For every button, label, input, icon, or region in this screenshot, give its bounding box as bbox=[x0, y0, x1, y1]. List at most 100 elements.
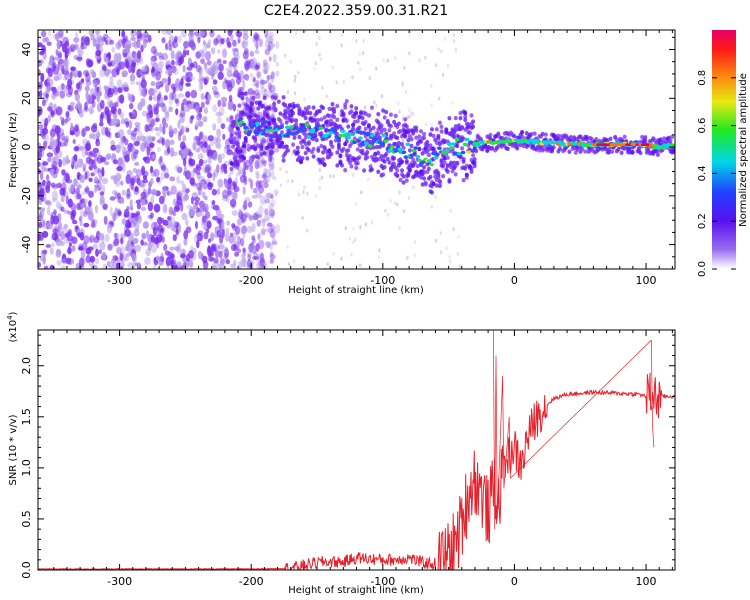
spectrogram-cell bbox=[434, 194, 437, 199]
spectrogram-cell bbox=[379, 130, 384, 135]
spectrogram-cell bbox=[76, 56, 83, 61]
spectrogram-cell bbox=[259, 179, 264, 188]
spectrogram-cell bbox=[197, 146, 203, 151]
spectrogram-cell bbox=[242, 41, 249, 49]
spectrogram-cell bbox=[67, 78, 73, 88]
spectrogram-cell bbox=[269, 258, 274, 264]
spectrogram-cell bbox=[460, 146, 465, 151]
spectrogram-cell bbox=[189, 264, 193, 269]
spectrogram-cell bbox=[450, 142, 456, 146]
spectrogram-cell bbox=[329, 118, 333, 123]
snr-frame bbox=[37, 329, 676, 571]
spectrogram-cell bbox=[242, 80, 246, 89]
spectrogram-cell bbox=[179, 248, 186, 254]
spectrogram-cell bbox=[205, 44, 211, 49]
spectrogram-cell bbox=[262, 63, 268, 70]
spectrogram-cell bbox=[515, 146, 520, 151]
spectrogram-cell bbox=[397, 147, 403, 152]
spectrogram-cell bbox=[174, 42, 179, 48]
spectrogram-cell bbox=[243, 125, 249, 130]
spectrogram-cell bbox=[311, 146, 316, 152]
spectrogram-cell bbox=[256, 71, 261, 79]
spectrogram-cell bbox=[449, 160, 453, 165]
spectrogram-cell bbox=[174, 35, 178, 43]
spectrogram-cell bbox=[431, 133, 436, 139]
spectrogram-cell bbox=[196, 239, 200, 249]
spectrogram-cell bbox=[369, 133, 375, 138]
spectrogram-cell bbox=[98, 176, 103, 182]
spectrogram-cell bbox=[322, 115, 327, 120]
spectrogram-cell bbox=[245, 59, 251, 68]
spectrogram-cell bbox=[171, 209, 176, 216]
spectrogram-cell bbox=[48, 30, 52, 37]
spectrogram-cell bbox=[292, 126, 298, 131]
spectrogram-cell bbox=[197, 250, 203, 260]
spectrogram-cell bbox=[366, 123, 371, 129]
spectrogram-cell bbox=[92, 40, 97, 47]
spectrogram-cell bbox=[262, 79, 268, 85]
spectrogram-cell bbox=[273, 189, 279, 195]
spectrogram-cell bbox=[206, 60, 212, 66]
spectrogram-cell bbox=[412, 185, 415, 190]
spectrogram-cell bbox=[407, 167, 412, 173]
spectrogram-cell bbox=[153, 238, 159, 245]
spectrogram-cell bbox=[283, 103, 288, 108]
spectrogram-cell bbox=[69, 101, 76, 106]
spectrogram-cell bbox=[329, 151, 333, 157]
spectrogram-cell bbox=[167, 75, 171, 86]
spectrogram-cell bbox=[340, 43, 343, 48]
spectrogram-cell bbox=[363, 111, 368, 116]
spectrogram-cell bbox=[62, 175, 67, 184]
spectrogram-cell bbox=[38, 150, 42, 161]
spectrogram-cell bbox=[589, 136, 594, 141]
spectrogram-cell bbox=[57, 213, 62, 222]
spectrogram-cell bbox=[605, 138, 610, 143]
spectrogram-cell bbox=[46, 174, 50, 181]
spectrogram-cell bbox=[248, 214, 253, 221]
spectrogram-cell bbox=[408, 108, 411, 112]
spectrogram-cell bbox=[228, 235, 235, 244]
spectrogram-cell bbox=[88, 177, 93, 182]
spectrogram-cell bbox=[524, 131, 529, 136]
spectrogram-cell bbox=[144, 257, 151, 265]
spectrogram-cell bbox=[136, 135, 141, 145]
spectrogram-cell bbox=[73, 73, 79, 78]
spectrogram-cell bbox=[243, 169, 246, 178]
spectrogram-cell bbox=[166, 190, 170, 196]
spectrogram-cell bbox=[162, 104, 167, 113]
spectrogram-cell bbox=[133, 141, 140, 147]
spectrogram-cell bbox=[141, 76, 146, 82]
spectrogram-cell bbox=[268, 37, 274, 45]
spectrogram-cell bbox=[290, 132, 296, 136]
spectrogram-cell bbox=[199, 78, 204, 86]
spectrogram-cell bbox=[267, 155, 273, 163]
spectrogram-cell bbox=[289, 125, 294, 129]
spectrogram-cell bbox=[55, 32, 60, 42]
spectrogram-cell bbox=[39, 59, 44, 65]
spectrogram-cell bbox=[127, 55, 134, 64]
spectrogram-cell bbox=[261, 103, 266, 109]
spectrogram-cell bbox=[245, 76, 249, 82]
spectrogram-cell bbox=[316, 148, 321, 153]
spectrogram-cell bbox=[165, 42, 169, 51]
spectrogram-cell bbox=[144, 156, 151, 164]
spectrogram-cell bbox=[131, 68, 136, 74]
spectrogram-cell bbox=[130, 130, 137, 137]
spectrogram-cell bbox=[63, 138, 68, 147]
spectrogram-cell bbox=[216, 111, 223, 117]
spectrogram-cell bbox=[264, 228, 268, 232]
spectrogram-cell bbox=[237, 86, 243, 94]
spectrogram-cell bbox=[119, 111, 125, 119]
spectrogram-cell bbox=[472, 163, 477, 169]
spectrogram-cell bbox=[63, 84, 69, 93]
spectrogram-cell bbox=[47, 157, 52, 163]
spectrogram-cell bbox=[212, 104, 218, 112]
spectrogram-cell bbox=[464, 137, 470, 142]
spectrogram-cell bbox=[246, 147, 251, 152]
spectrogram-cell bbox=[319, 131, 324, 136]
spectrogram-cell bbox=[417, 146, 422, 152]
spectrogram-cell bbox=[201, 191, 206, 199]
spectrogram-cell bbox=[126, 193, 131, 200]
spectrogram-cell bbox=[269, 208, 276, 217]
spectrogram-cell bbox=[265, 132, 270, 137]
